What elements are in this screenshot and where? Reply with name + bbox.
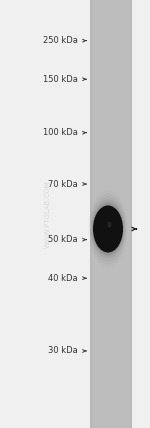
Text: 250 kDa: 250 kDa [43, 36, 78, 45]
Text: 30 kDa: 30 kDa [48, 346, 78, 356]
Ellipse shape [108, 222, 111, 228]
Ellipse shape [93, 205, 123, 253]
Bar [90, 0, 132, 428]
Text: 50 kDa: 50 kDa [48, 235, 78, 244]
Text: WWW.PTGLAB.COM: WWW.PTGLAB.COM [45, 180, 51, 248]
Ellipse shape [91, 199, 125, 259]
Bar [92, 0, 130, 428]
Text: 100 kDa: 100 kDa [43, 128, 78, 137]
Text: 40 kDa: 40 kDa [48, 273, 78, 283]
Text: 70 kDa: 70 kDa [48, 179, 78, 189]
Ellipse shape [92, 202, 124, 256]
Text: 150 kDa: 150 kDa [43, 74, 78, 84]
